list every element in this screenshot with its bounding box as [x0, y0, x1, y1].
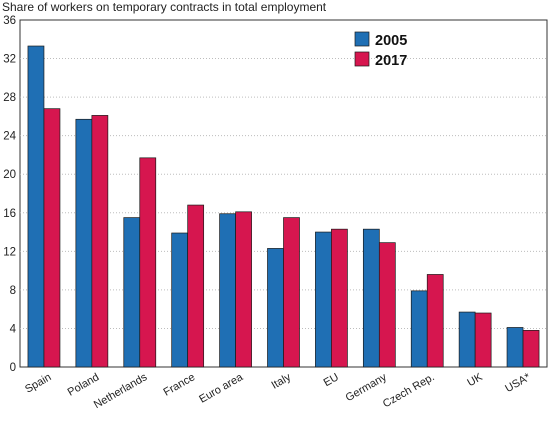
x-tick-label: Euro area: [197, 371, 246, 406]
y-tick-label: 4: [10, 323, 17, 335]
legend: 2005 2017: [354, 31, 407, 69]
legend-swatch-2017: [354, 51, 370, 67]
y-tick-label: 36: [3, 15, 16, 27]
bar-2017: [91, 115, 109, 368]
y-axis: 0 4 8 12 16 20 24 28 32 36: [3, 15, 16, 374]
bars: [27, 45, 540, 368]
legend-label-2005: 2005: [375, 33, 407, 49]
y-tick-label: 28: [3, 92, 16, 104]
y-tick-label: 20: [3, 169, 16, 181]
x-tick-label: Czech Rep.: [381, 371, 437, 410]
bar-2005: [75, 118, 93, 368]
bar-2017: [139, 157, 157, 368]
y-tick-label: 24: [3, 131, 16, 143]
bar-2017: [283, 217, 300, 368]
x-tick-label: USA*: [503, 371, 533, 395]
x-tick-label: Poland: [66, 371, 102, 399]
bar-2005: [267, 248, 284, 368]
bar-2017: [43, 108, 61, 368]
bar-2017: [474, 312, 492, 368]
bar-2017: [187, 204, 205, 368]
bar-2005: [219, 213, 236, 368]
y-tick-label: 0: [10, 362, 16, 374]
chart-title: Share of workers on temporary contracts …: [2, 0, 327, 14]
y-tick-label: 32: [3, 54, 16, 66]
x-tick-label: UK: [465, 371, 485, 389]
bar-2005: [27, 45, 45, 368]
y-tick-label: 8: [10, 285, 16, 297]
legend-swatch-2005: [354, 31, 370, 47]
bar-2005: [315, 231, 332, 368]
bar-2005: [410, 290, 428, 368]
bar-2017: [426, 274, 444, 368]
bar-2005: [123, 217, 141, 368]
bar-2005: [362, 228, 380, 368]
y-tick-label: 12: [3, 246, 16, 258]
bar-2017: [331, 228, 348, 368]
bar-2005: [171, 232, 189, 368]
bar-2017: [235, 211, 252, 368]
x-tick-label: Spain: [23, 371, 53, 395]
x-tick-label: France: [162, 371, 198, 399]
bar-2017: [522, 330, 540, 368]
bar-2017: [378, 242, 396, 368]
bar-2005: [458, 311, 476, 368]
x-tick-label: Netherlands: [92, 371, 150, 411]
x-tick-label: EU: [322, 371, 341, 389]
bar-2005: [506, 327, 524, 368]
x-tick-label: Italy: [270, 371, 294, 392]
legend-label-2017: 2017: [375, 53, 407, 69]
y-tick-label: 16: [3, 208, 16, 220]
